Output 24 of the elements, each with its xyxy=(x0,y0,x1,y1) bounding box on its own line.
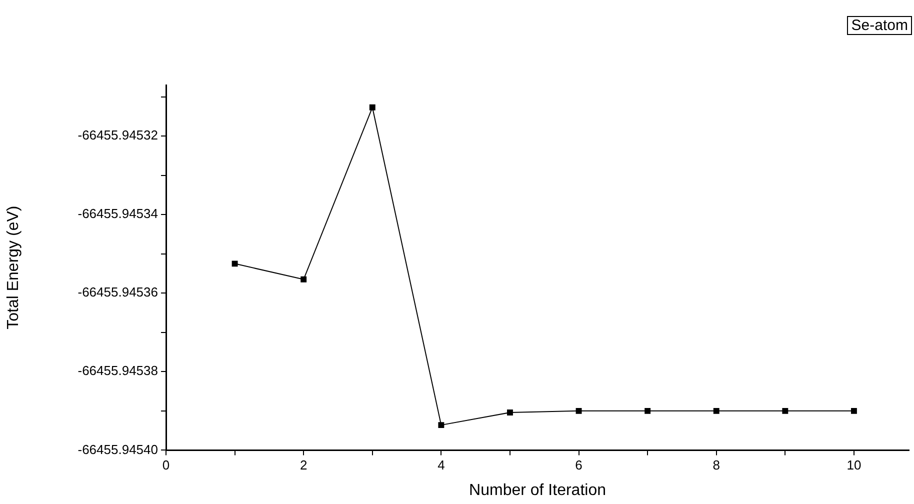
x-tick-label: 10 xyxy=(846,458,862,473)
x-axis-title: Number of Iteration xyxy=(469,482,606,499)
y-tick-label: -66455.94532 xyxy=(78,128,158,143)
point xyxy=(507,410,513,416)
y-tick-label: -66455.94536 xyxy=(78,284,158,300)
point xyxy=(576,408,582,414)
y-tick-label: -66455.94538 xyxy=(78,363,158,378)
point xyxy=(369,104,376,110)
x-tick-label: 6 xyxy=(575,458,582,473)
point xyxy=(300,276,307,282)
point xyxy=(644,408,651,414)
x-tick-label: 4 xyxy=(438,458,445,473)
x-tick-label: 2 xyxy=(300,458,308,473)
point xyxy=(713,408,720,414)
y-tick-label: -66455.94534 xyxy=(78,206,158,222)
y-axis-title: Total Energy (eV) xyxy=(5,206,22,330)
text: Se-atom xyxy=(847,16,912,35)
x-tick-label: 8 xyxy=(712,458,720,473)
y-tick-label: -66455.94540 xyxy=(78,442,158,457)
point xyxy=(850,408,857,414)
point xyxy=(232,260,238,267)
x-tick-label: 0 xyxy=(162,458,170,473)
point xyxy=(782,408,788,414)
point xyxy=(438,422,444,428)
